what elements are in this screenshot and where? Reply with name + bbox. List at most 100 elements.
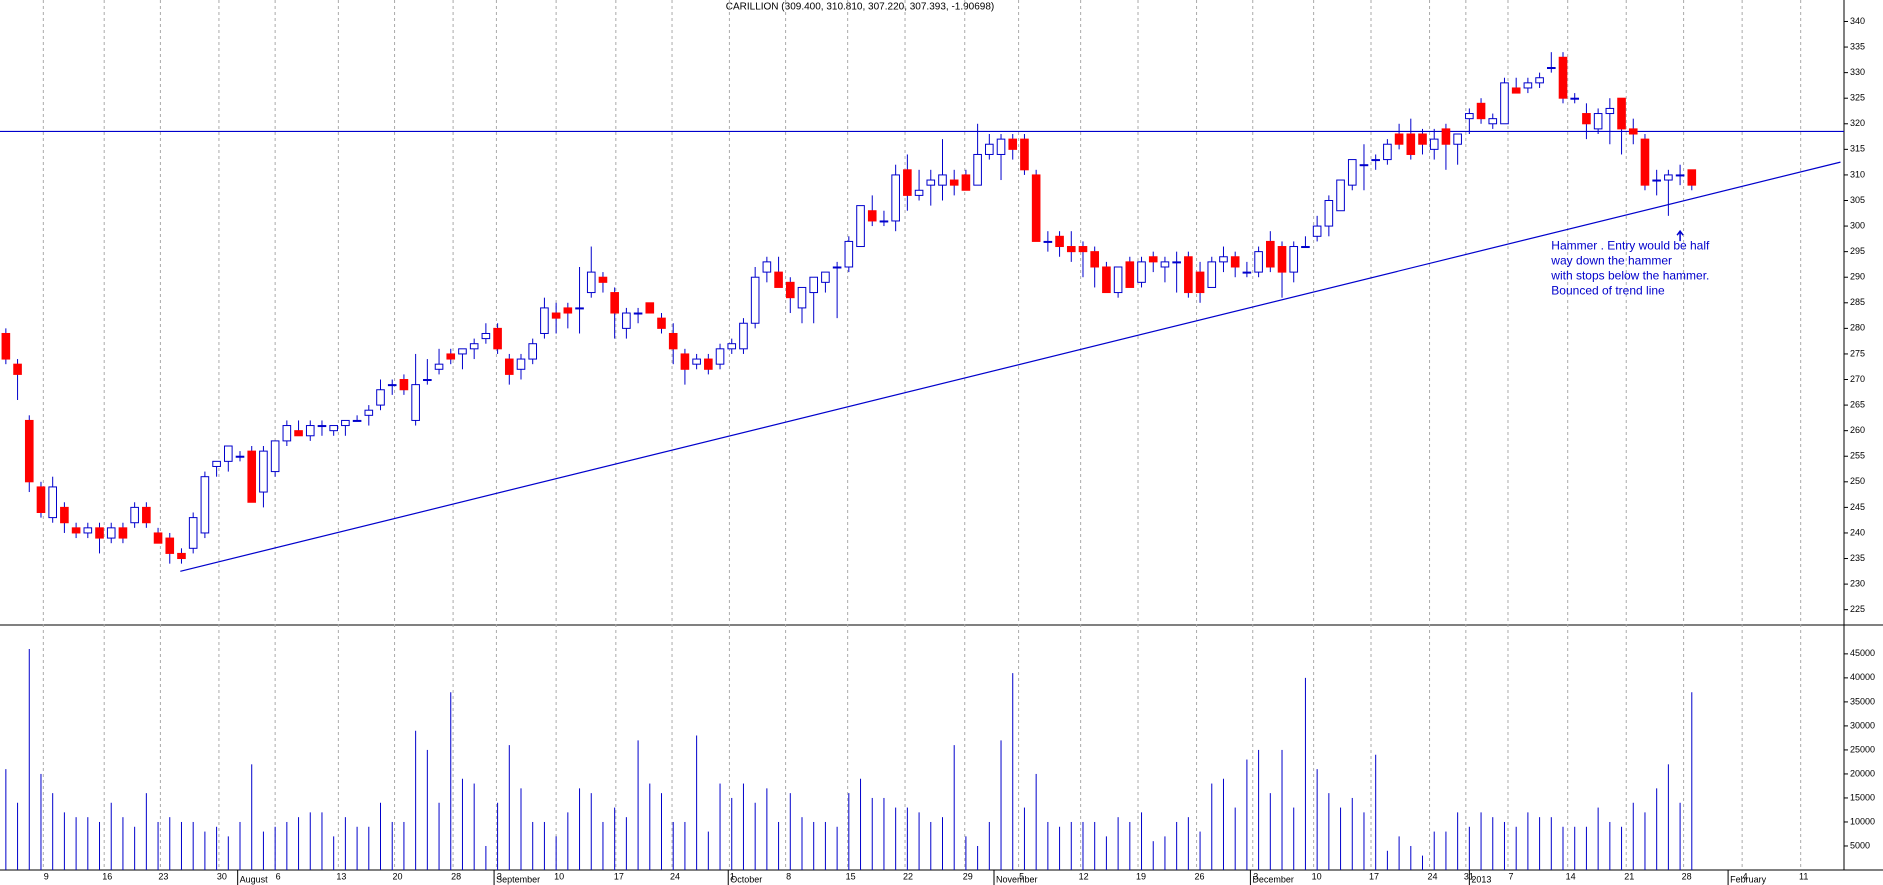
candle-body [317, 425, 327, 428]
candle-body [809, 276, 819, 294]
candle-body [458, 348, 467, 355]
candle-body [1230, 256, 1240, 268]
candle-body [1687, 169, 1697, 186]
y-tick-label: 225 [1850, 604, 1865, 614]
month-label: 2013 [1471, 874, 1491, 884]
candle-body [645, 302, 655, 314]
candle-body [95, 527, 104, 539]
candle-body [1418, 133, 1427, 145]
arrow [1676, 229, 1684, 242]
x-tick-label: 4 [1743, 871, 1748, 881]
candle-body [1500, 82, 1509, 125]
candle-body [60, 506, 69, 524]
y-tick-label: 260 [1850, 425, 1865, 435]
candle-body [387, 384, 397, 387]
candle-body [633, 312, 643, 315]
volume-tick-label: 15000 [1850, 792, 1875, 802]
y-tick-label: 290 [1850, 272, 1865, 282]
volume-tick-label: 20000 [1850, 768, 1875, 778]
candle-body [704, 358, 713, 370]
month-label: August [240, 874, 269, 884]
candle-body [504, 358, 514, 375]
candle-body [259, 450, 268, 493]
x-tick-label: 14 [1566, 871, 1576, 881]
candle-body [867, 210, 877, 222]
y-tick-label: 335 [1850, 41, 1865, 51]
candle-body [540, 307, 549, 334]
candle-body [961, 174, 971, 191]
trend-line [180, 161, 1841, 572]
candle-body [282, 425, 292, 442]
candle-body [1441, 128, 1451, 145]
candle-body [891, 174, 900, 222]
x-tick-label: 28 [1682, 871, 1692, 881]
candle-body [24, 419, 34, 483]
candle-body [1031, 174, 1041, 242]
candle-body [305, 425, 315, 437]
y-tick-label: 250 [1850, 476, 1865, 486]
candle-body [762, 261, 772, 273]
x-tick-label: 3 [1253, 871, 1258, 881]
candle-body [996, 138, 1006, 155]
x-tick-label: 5 [1019, 871, 1024, 881]
candle-body [797, 286, 807, 309]
x-tick-label: 16 [102, 871, 112, 881]
candle-body [1488, 118, 1498, 125]
x-tick-label: 6 [276, 871, 281, 881]
candle-body [879, 220, 889, 223]
x-tick-label: 29 [963, 871, 973, 881]
y-tick-label: 280 [1850, 323, 1865, 333]
candle-body [1043, 240, 1053, 243]
candle-body [973, 153, 982, 186]
candle-body [13, 363, 22, 375]
x-tick-label: 8 [786, 871, 791, 881]
candle-body [235, 455, 245, 458]
candle-body [563, 307, 573, 314]
x-tick-label: 15 [846, 871, 856, 881]
candle-body [130, 506, 139, 524]
candle-body [985, 143, 994, 155]
candle-body [832, 266, 842, 269]
candle-body [212, 460, 221, 467]
month-label: December [1252, 874, 1294, 884]
candle-body [622, 312, 631, 329]
candle-body [1066, 246, 1076, 253]
candle-body [938, 174, 947, 186]
candle-body [844, 240, 854, 268]
candle-body [1394, 133, 1404, 145]
x-tick-label: 1 [730, 871, 735, 881]
candle-body [118, 527, 128, 539]
x-tick-label: 24 [1428, 871, 1438, 881]
volume-tick-label: 40000 [1850, 672, 1875, 682]
candle-body [1020, 138, 1029, 171]
candle-body [739, 322, 748, 350]
x-tick-label: 17 [1369, 871, 1379, 881]
candle-body [1593, 113, 1603, 130]
annotation-text: way down the hammer [1550, 254, 1672, 268]
candle-body [188, 517, 198, 549]
candle-body [1090, 251, 1099, 268]
candle-body [71, 527, 81, 534]
candle-body [1148, 256, 1158, 263]
chart-title: CARILLION (309.400, 310.810, 307.220, 30… [726, 2, 995, 13]
candle-body [785, 281, 795, 299]
x-tick-label: 28 [451, 871, 461, 881]
candle-body [1172, 261, 1181, 264]
y-tick-label: 340 [1850, 16, 1865, 26]
candle-body [1277, 246, 1287, 273]
candle-body [36, 486, 46, 513]
candle-body [247, 450, 257, 503]
candle-body [1301, 246, 1310, 249]
candle-body [949, 179, 959, 186]
y-tick-label: 325 [1850, 93, 1865, 103]
candle-body [903, 169, 912, 196]
candle-body [668, 332, 678, 350]
candle-body [493, 327, 502, 350]
candle-body [1511, 87, 1521, 94]
candle-body [598, 276, 608, 283]
candle-body [1055, 235, 1064, 248]
candle-body [575, 307, 584, 310]
x-tick-label: 19 [1136, 871, 1146, 881]
candle-body [48, 486, 57, 519]
candle-body [1476, 102, 1486, 120]
